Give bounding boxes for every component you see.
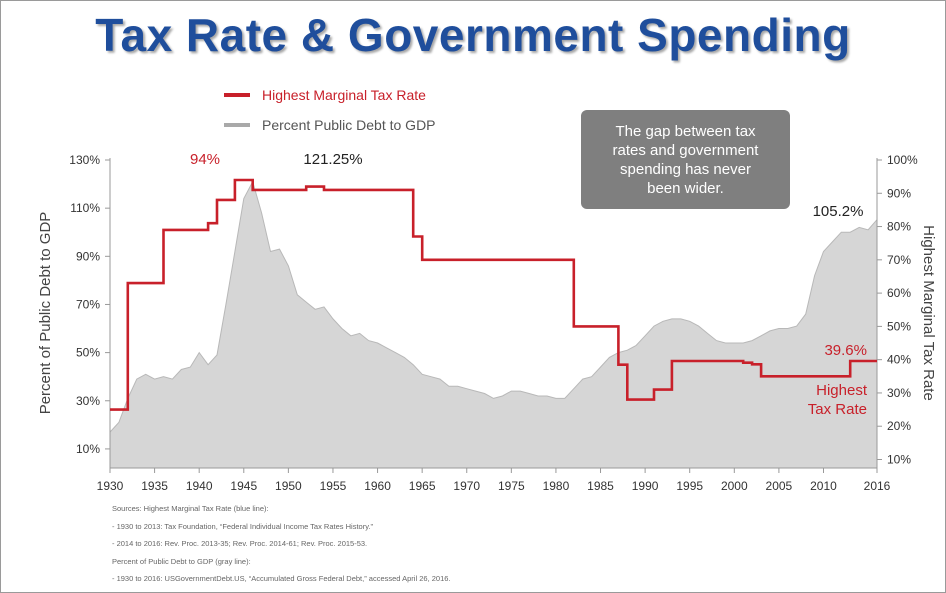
- x-tick-label: 1975: [498, 479, 525, 493]
- x-tick-label: 1930: [97, 479, 124, 493]
- x-tick-label: 1965: [409, 479, 436, 493]
- x-tick-label: 1945: [230, 479, 257, 493]
- callout-box: The gap between tax rates and government…: [581, 110, 790, 209]
- x-tick-label: 1985: [587, 479, 614, 493]
- debt-area-series: [109, 180, 878, 469]
- annotation-tax-label-1: Highest: [816, 382, 868, 399]
- y-right-tick-label: 80%: [887, 220, 911, 234]
- y-axis-right-title: Highest Marginal Tax Rate: [920, 225, 937, 401]
- y-left-tick-label: 30%: [76, 394, 100, 408]
- y-left-tick-label: 50%: [76, 346, 100, 360]
- sources-block: Sources: Highest Marginal Tax Rate (blue…: [112, 500, 451, 588]
- legend-label-debt: Percent Public Debt to GDP: [262, 117, 436, 133]
- y-right-tick-label: 90%: [887, 186, 911, 200]
- y-right-tick-label: 50%: [887, 319, 911, 333]
- x-tick-label: 1955: [320, 479, 347, 493]
- legend-item-tax: Highest Marginal Tax Rate: [224, 80, 436, 110]
- x-tick-label: 1990: [632, 479, 659, 493]
- legend-label-tax: Highest Marginal Tax Rate: [262, 87, 426, 103]
- annotation-tax-label-2: Tax Rate: [808, 401, 867, 418]
- source-line: Percent of Public Debt to GDP (gray line…: [112, 556, 251, 566]
- x-tick-label: 2010: [810, 479, 837, 493]
- y-left-tick-label: 10%: [76, 442, 100, 456]
- annotation-current-debt: 105.2%: [813, 203, 864, 220]
- y-right-tick-label: 30%: [887, 386, 911, 400]
- legend-item-debt: Percent Public Debt to GDP: [224, 110, 436, 140]
- x-tick-label: 1995: [676, 479, 703, 493]
- x-tick-label: 1940: [186, 479, 213, 493]
- y-right-tick-label: 70%: [887, 253, 911, 267]
- source-line: - 2014 to 2016: Rev. Proc. 2013-35; Rev.…: [112, 539, 368, 548]
- slide-title: Tax Rate & Government Spending: [95, 9, 851, 61]
- callout-text: The gap between tax rates and government…: [612, 122, 759, 197]
- y-right-tick-label: 10%: [887, 453, 911, 467]
- x-tick-label: 1980: [543, 479, 570, 493]
- tax-rate-series-line: [110, 178, 877, 411]
- source-line: - 1930 to 2016: USGovernmentDebt.US, “Ac…: [112, 574, 451, 583]
- y-right-tick-label: 20%: [887, 419, 911, 433]
- legend-swatch-tax: [224, 93, 250, 97]
- annotation-peak-tax: 94%: [190, 151, 220, 168]
- y-left-tick-label: 90%: [76, 249, 100, 263]
- y-right-tick-label: 60%: [887, 286, 911, 300]
- y-left-tick-label: 70%: [76, 297, 100, 311]
- source-line: - 1930 to 2013: Tax Foundation, “Federal…: [112, 521, 373, 531]
- y-axis-left-title: Percent of Public Debt to GDP: [37, 212, 54, 415]
- legend-swatch-debt: [224, 123, 250, 127]
- annotation-current-tax: 39.6%: [824, 342, 867, 359]
- chart-legend: Highest Marginal Tax Rate Percent Public…: [224, 80, 436, 140]
- y-right-tick-label: 40%: [887, 353, 911, 367]
- x-tick-label: 2005: [766, 479, 793, 493]
- x-tick-label: 1950: [275, 479, 302, 493]
- x-tick-label: 2016: [864, 479, 891, 493]
- x-tick-label: 1935: [141, 479, 168, 493]
- y-left-tick-label: 110%: [70, 201, 100, 215]
- y-left-tick-label: 130%: [69, 153, 100, 167]
- x-tick-label: 1960: [364, 479, 391, 493]
- source-line: Sources: Highest Marginal Tax Rate (blue…: [112, 504, 269, 513]
- x-tick-label: 2000: [721, 479, 748, 493]
- x-tick-label: 1970: [453, 479, 480, 493]
- annotation-peak-debt: 121.25%: [303, 151, 362, 168]
- y-right-tick-label: 100%: [887, 153, 918, 167]
